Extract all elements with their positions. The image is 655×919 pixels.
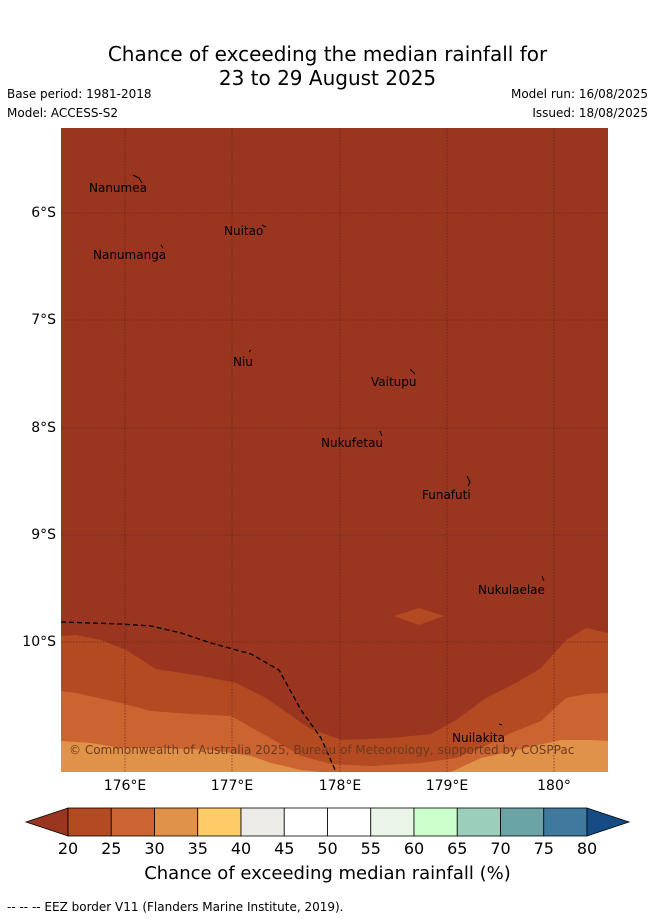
- map-background-lt20: [61, 128, 608, 772]
- place-label-niu: Niu: [233, 355, 253, 369]
- island-niu: [248, 349, 252, 353]
- colorbar-segment-65-70: [456, 807, 501, 837]
- islands: [132, 174, 545, 726]
- lon-label-177e: 177°E: [210, 778, 254, 794]
- colorbar-segment-25-30: [110, 807, 155, 837]
- colorbar: [24, 807, 631, 837]
- colorbar-segment-50-55: [327, 807, 372, 837]
- colorbar-tick-label: 65: [447, 839, 468, 858]
- colorbar-tick-label: 25: [101, 839, 122, 858]
- lon-label-180: 180°: [537, 778, 571, 794]
- island-nanumanga: [160, 244, 164, 249]
- place-label-vaitupu: Vaitupu: [371, 375, 417, 389]
- colorbar-tick-label: 20: [57, 839, 79, 858]
- eez-legend: -- -- -- EEZ border V11 (Flanders Marine…: [7, 900, 344, 914]
- place-label-nuilakita: Nuilakita: [452, 731, 505, 745]
- colorbar-tick-label: 55: [360, 839, 381, 858]
- lat-label-7s: 7°S: [31, 312, 56, 328]
- eez-border: [60, 621, 337, 773]
- copyright-notice: © Commonwealth of Australia 2025, Bureau…: [69, 743, 574, 757]
- place-label-nukulaelae: Nukulaelae: [478, 583, 545, 597]
- place-label-funafuti: Funafuti: [422, 488, 471, 502]
- place-label-nanumea: Nanumea: [89, 181, 147, 195]
- colorbar-segment-20-25: [67, 807, 112, 837]
- colorbar-title: Chance of exceeding median rainfall (%): [144, 863, 511, 884]
- colorbar-tick-label: 60: [403, 839, 425, 858]
- colorbar-arrow-high: [586, 807, 631, 837]
- island-nukufetau: [379, 430, 383, 437]
- lon-label-178e: 178°E: [318, 778, 362, 794]
- island-nanumea: [132, 174, 143, 184]
- colorbar-segment-60-65: [413, 807, 458, 837]
- colorbar-segment-40-45: [240, 807, 285, 837]
- lon-label-176e: 176°E: [103, 778, 147, 794]
- colorbar-tick-label: 35: [187, 839, 208, 858]
- colorbar-segment-70-75: [500, 807, 545, 837]
- lat-label-10s: 10°S: [22, 634, 56, 650]
- colorbar-tick-label: 50: [317, 839, 338, 858]
- lat-label-8s: 8°S: [31, 420, 56, 436]
- title-line-2: 23 to 29 August 2025: [218, 66, 437, 90]
- colorbar-tick-label: 70: [490, 839, 511, 858]
- title-line-1: Chance of exceeding the median rainfall …: [107, 42, 548, 66]
- colorbar-tick-label: 30: [144, 839, 165, 858]
- place-label-nukufetau: Nukufetau: [321, 436, 383, 450]
- island-funafuti: [466, 475, 471, 487]
- rainfall-map: Nanumea Nuitao Nanumanga Niu Vaitupu Nuk…: [60, 128, 608, 773]
- colorbar-tick-label: 40: [230, 839, 252, 858]
- colorbar-segment-30-35: [154, 807, 199, 837]
- place-label-nanumanga: Nanumanga: [93, 248, 166, 262]
- band-20-25-blob: [394, 608, 444, 625]
- band-30-35-west: [61, 741, 321, 772]
- map-svg: Nanumea Nuitao Nanumanga Niu Vaitupu Nuk…: [60, 128, 608, 773]
- colorbar-arrow-low: [24, 807, 69, 837]
- band-30-35-east: [451, 740, 608, 772]
- island-nuitao: [261, 224, 267, 228]
- island-nuilakita: [498, 723, 503, 726]
- colorbar-segment-75-80: [543, 807, 588, 837]
- colorbar-segment-35-40: [197, 807, 242, 837]
- model-name: Model: ACCESS-S2: [7, 106, 119, 120]
- lat-label-6s: 6°S: [31, 205, 56, 221]
- colorbar-segment-45-50: [283, 807, 328, 837]
- issued-date: Issued: 18/08/2025: [532, 106, 648, 120]
- colorbar-tick-label: 45: [274, 839, 295, 858]
- model-run: Model run: 16/08/2025: [510, 87, 648, 101]
- lon-label-179e: 179°E: [425, 778, 469, 794]
- colorbar-tick-label: 80: [576, 839, 598, 858]
- base-period: Base period: 1981-2018: [7, 87, 152, 101]
- lat-label-9s: 9°S: [31, 527, 56, 543]
- place-label-nuitao: Nuitao: [224, 224, 263, 238]
- island-vaitupu: [409, 368, 416, 375]
- island-nukulaelae: [541, 575, 545, 582]
- colorbar-segment-55-60: [370, 807, 415, 837]
- colorbar-tick-label: 75: [533, 839, 554, 858]
- graticule: [61, 128, 608, 772]
